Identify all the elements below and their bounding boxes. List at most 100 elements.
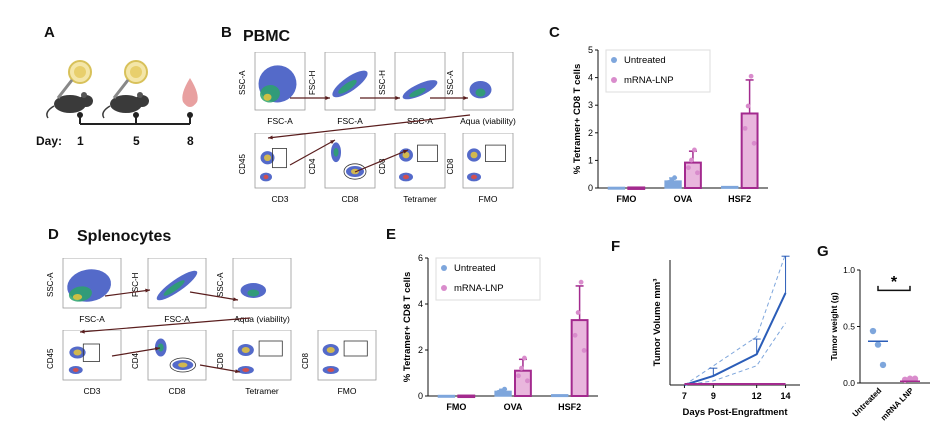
spl-bottom-plot-3-xlabel: Tetramer [245,386,279,396]
pbmc-bottom-plot-4-population [470,151,478,159]
spl-bottom-plot-1-xlabel: CD3 [83,386,100,396]
panel-letter-a: A [44,24,55,41]
pbmc-bottom-plot-4-gate [485,144,506,163]
chartC-ytick-label: 0 [588,183,593,193]
pbmc-bottom-plot-3-ylabel: CD8 [378,158,387,175]
chartE-ytick-label: 0 [418,391,423,401]
pbmc-bottom-plot-4-population [471,174,477,180]
mouse-icon-1 [46,91,94,119]
chartC-legend-label: mRNA-LNP [624,75,674,86]
chartE-ylabel: % Tetramer+ CD8 T cells [402,272,413,382]
pbmc-bottom-plot-3-population [403,174,409,180]
pbmc-bottom-plot-3-xlabel: Tetramer [403,194,437,204]
spl-top-plot-3-ylabel: SSC-A [216,272,225,297]
syringe-icon-1 [56,59,93,100]
chart-g-category-label: Untreated [851,386,884,419]
spl-bottom-plot-2: CD4 CD8 [131,330,207,396]
chartC-category-label: FMO [616,194,636,204]
spl-bottom-plot-1-population [73,349,82,356]
chartE-bar-mrna [570,319,589,397]
spl-bottom-plot-1-population [72,368,79,372]
chart-f-xtick-label: 14 [781,391,791,401]
spl-bottom-plot-3: CD8 Tetramer [216,330,292,396]
spl-bottom-plot-2-xlabel: CD8 [168,386,185,396]
pbmc-top-plot-4: SSC-A Aqua (viability) [446,52,516,126]
chartC-category-label: OVA [674,194,693,204]
chartE-ytick-label: 6 [418,253,423,263]
pbmc-top-plot-3-population [409,87,426,98]
chart-f-upper-band [684,253,787,386]
chart-g-ytick-label: 0.0 [843,378,855,388]
pbmc-bottom-plot-3-gate [417,144,438,163]
pbmc-bottom-plot-2-population [351,168,359,175]
spl-top-plot-2: FSC-H FSC-A [131,258,207,324]
spl-top-plot-1-ylabel: SSC-A [46,272,55,297]
chartC-point [686,165,691,171]
chartC-legend-marker [611,77,617,83]
chart-g-point [911,375,919,382]
mouse-icon-2 [102,91,150,119]
chart-c: 0 1 2 3 4 5 % Tetramer+ CD8 T cells FMO OVA HSF2 U… [572,45,768,204]
chart-f: 7 9 12 14 Days Post-Engraftment Tumor Volume … [652,253,800,418]
pbmc-top-plot-3-frame [394,52,446,111]
chart-g-significance-bracket [877,285,911,292]
pbmc-bottom-plot-1-population [263,174,269,180]
chartC-point [695,170,700,176]
chartC-point [751,140,757,146]
chart-g-category-label: mRNA LNP [879,386,916,423]
chart-f-ylabel: Tumor Volume mm³ [652,279,663,367]
pbmc-bottom-plot-2-population [333,147,339,157]
spl-bottom-plot-1-ylabel: CD45 [46,348,55,369]
spl-bottom-plot-2-frame [147,330,207,381]
chartC-point [689,157,694,163]
chartC-ytick-label: 1 [588,155,593,165]
chartE-category-label: OVA [504,402,523,412]
chartC-point [742,125,748,131]
spl-bottom-plot-3-ylabel: CD8 [216,352,225,369]
panel-letter-b: B [221,24,232,41]
chartC-legend-box [605,49,711,93]
pbmc-bottom-plot-1-ylabel: CD45 [238,153,247,174]
chart-f-xtick-label: 12 [752,391,762,401]
chartC-ytick-label: 4 [588,73,593,83]
pbmc-top-plot-1-xlabel: FSC-A [267,116,293,126]
pbmc-top-plot-2-xlabel: FSC-A [337,116,363,126]
pbmc-bottom-plot-1-population [264,154,271,162]
pbmc-top-plot-2-ylabel: FSC-H [308,70,317,95]
chart-g-point [879,361,887,369]
chart-g-significance-star: * [891,274,898,291]
chartE-point [578,279,584,285]
day-label: Day: [36,134,63,148]
pbmc-top-plot-1-ylabel: SSC-A [238,70,247,95]
chart-f-mean-line [684,292,787,386]
pbmc-bottom-plot-4-xlabel: FMO [479,194,498,204]
pbmc-top-plot-4-ylabel: SSC-A [446,70,455,95]
chartC-bar-untreated [607,186,626,190]
chartC-ytick-label: 2 [588,128,593,138]
panel-letter-d: D [48,226,59,243]
syringe-icon-2 [112,59,149,100]
chartC-category-label: HSF2 [728,194,751,204]
chartC-legend-marker [611,57,617,63]
spl-bottom-plot-1: CD45 CD3 [46,330,122,396]
pbmc-bottom-plot-4: CD8 FMO [446,133,514,204]
chartC-bar-untreated [721,185,739,189]
chartC-legend-label: Untreated [624,55,666,66]
chart-g-point [869,327,877,335]
pbmc-bottom-plot-2-frame [324,133,376,189]
spl-bottom-plot-2-population [157,343,164,352]
chartE-point [581,348,587,353]
pbmc-bottom-plot-1: CD45 CD3 [238,133,306,204]
chartC-bar-mrna [627,186,646,190]
chart-g-ytick-label: 0.5 [843,322,855,332]
spl-bottom-plot-4: CD8 FMO [301,330,377,396]
spl-bottom-plot-2-population [178,362,188,368]
panel-a-timeline [46,59,198,125]
pbmc-bottom-plot-1-gate [272,147,287,169]
chartE-point [502,386,507,392]
spl-bottom-plot-3-population [241,347,250,353]
chartC-point [675,181,680,187]
chartE-bar-untreated [551,394,569,398]
chartE-bar-mrna [457,394,476,399]
